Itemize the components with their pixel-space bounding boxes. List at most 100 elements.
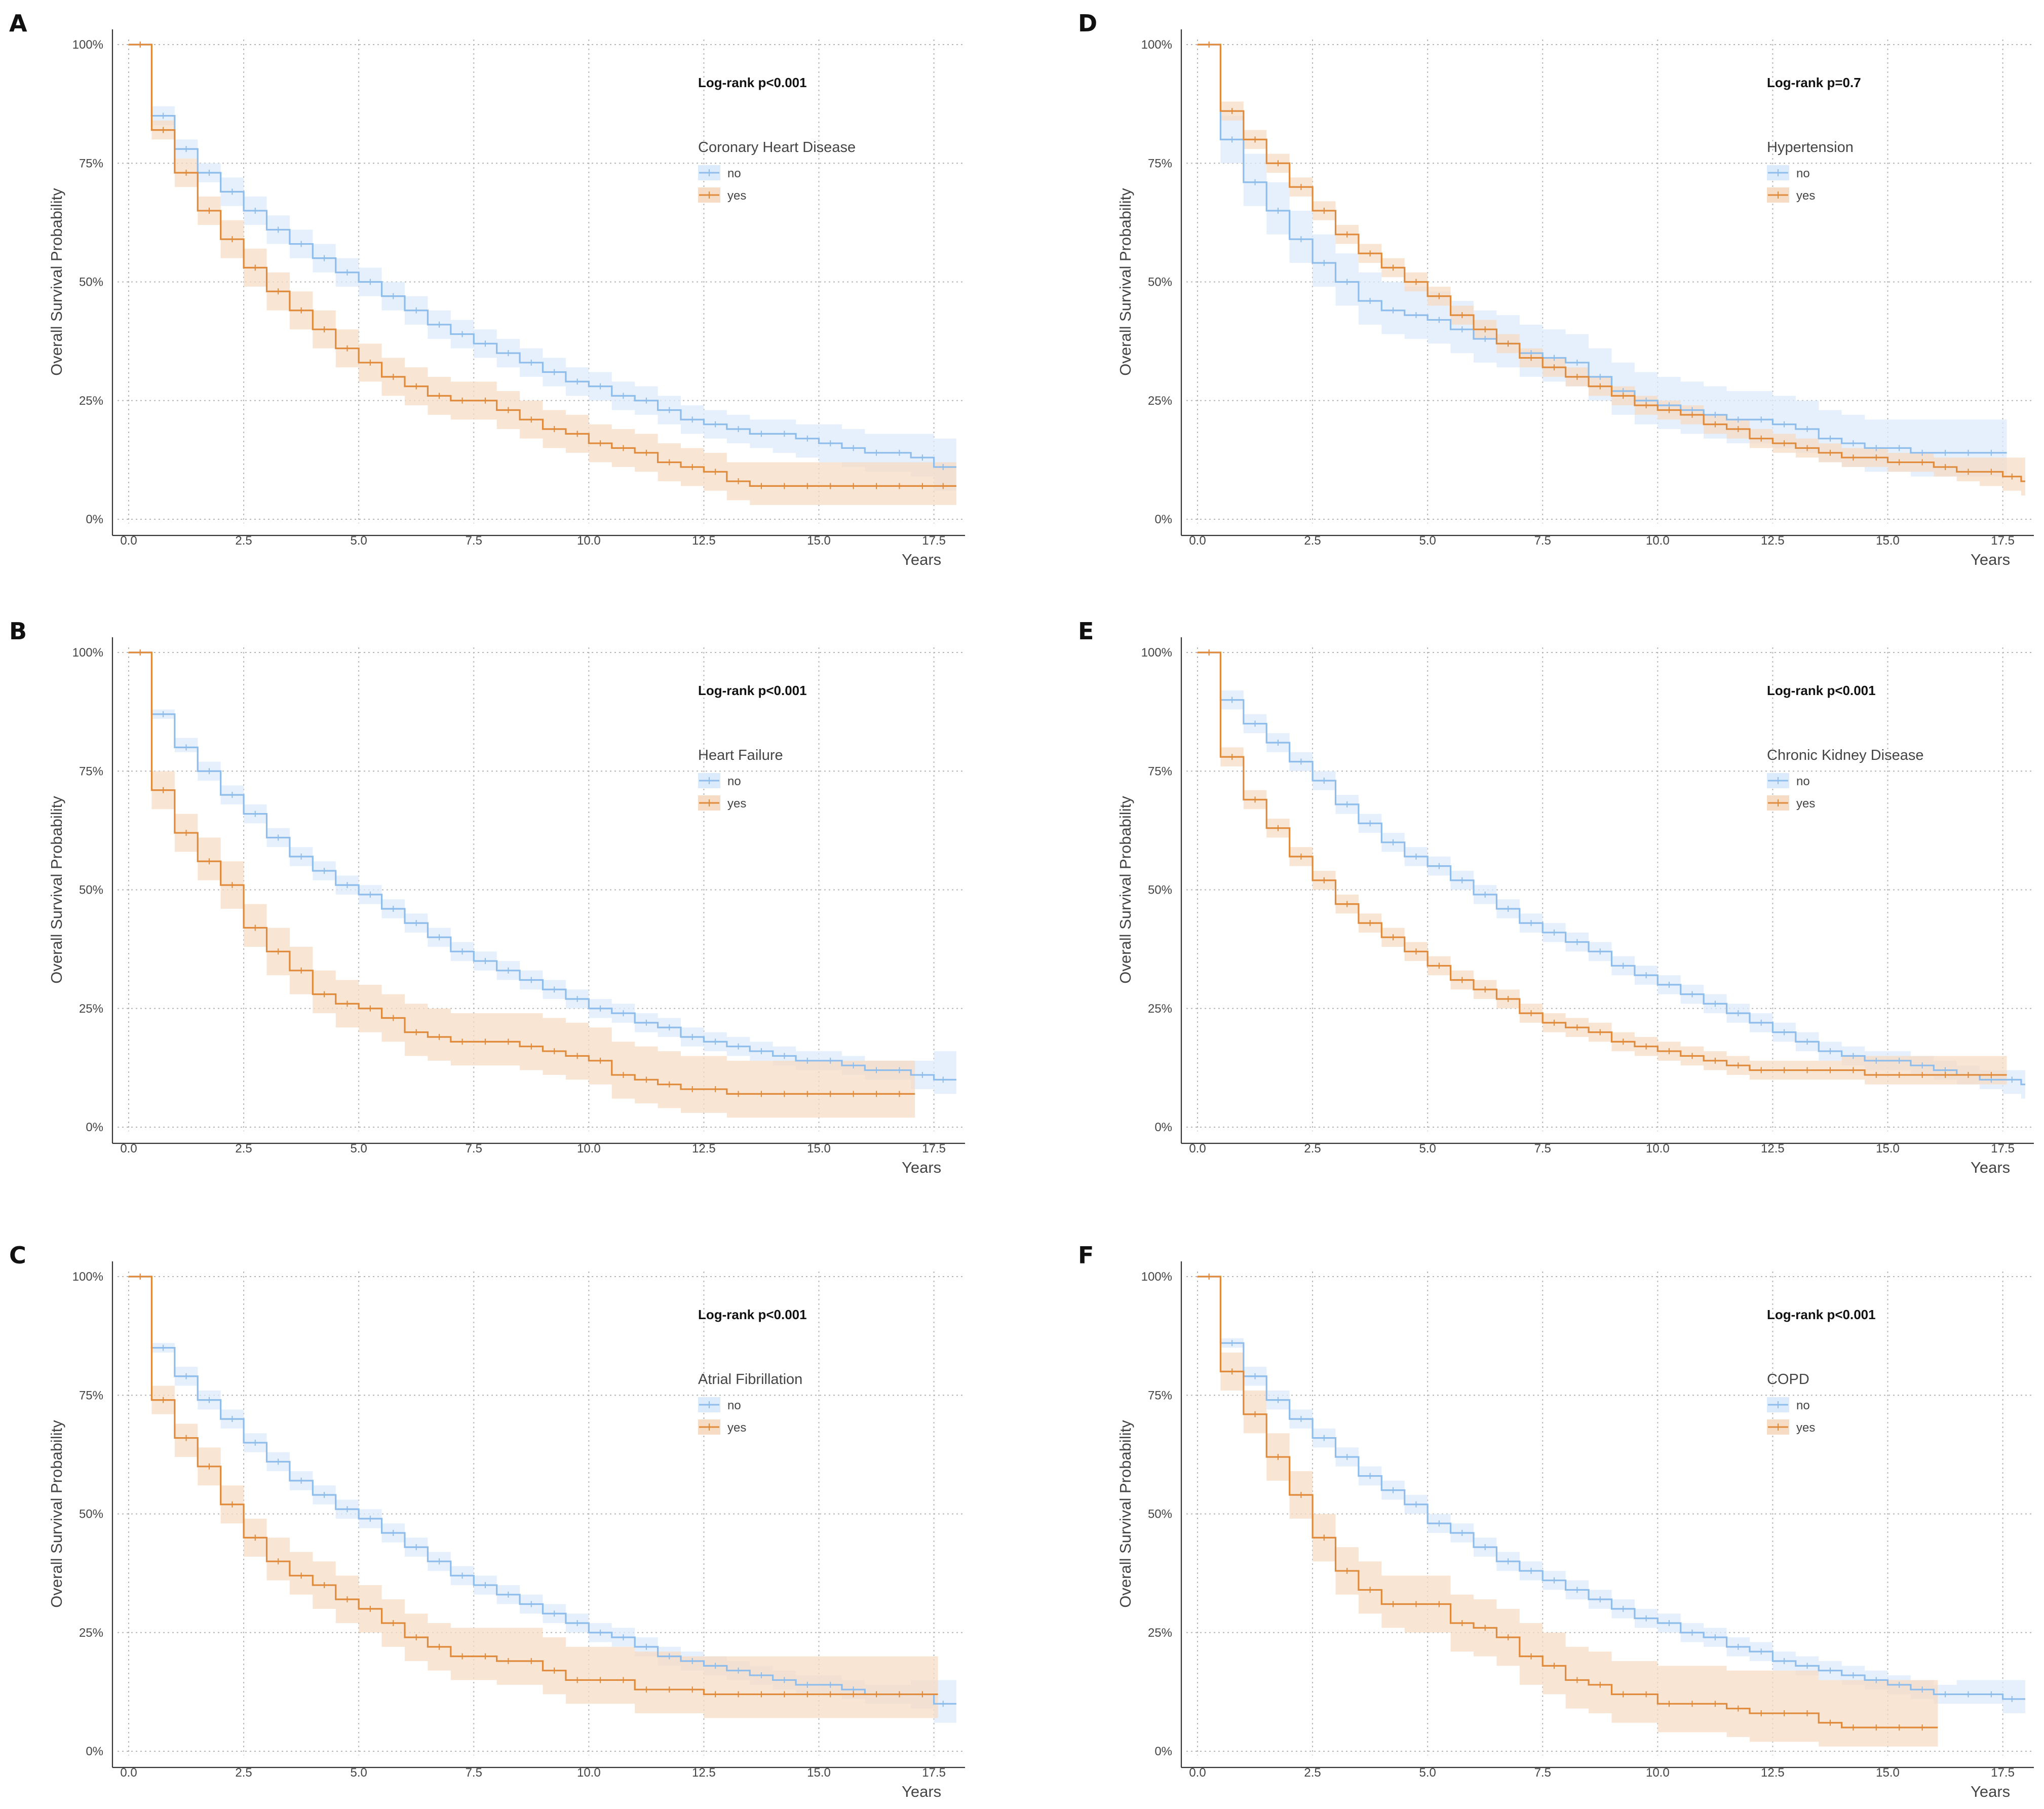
x-tick-label: 7.5 <box>1534 1766 1551 1780</box>
y-tick-label: 0% <box>1154 513 1172 526</box>
legend-title: COPD <box>1767 1371 1809 1388</box>
ci-band-yes <box>129 45 956 505</box>
y-axis-title: Overall Survival Probability <box>48 796 65 984</box>
x-tick-label: 2.5 <box>235 534 252 548</box>
x-tick-label: 17.5 <box>1991 1766 2015 1780</box>
x-tick-label: 2.5 <box>1304 1142 1321 1156</box>
survival-line-yes <box>129 1276 938 1696</box>
x-tick-label: 17.5 <box>1991 534 2015 548</box>
survival-line-no <box>129 44 956 468</box>
y-axis-title: Overall Survival Probability <box>1116 796 1134 984</box>
y-tick-label: 50% <box>1148 1508 1172 1521</box>
legend-label-yes: yes <box>727 1421 746 1435</box>
x-axis-title: Years <box>1971 551 2010 568</box>
panel-e: E 0.0 2.5 5.0 7.5 10.0 12.5 15.0 17.5 0% 25% 50% 75%… <box>1078 618 2034 1176</box>
y-tick-label: 50% <box>79 1508 103 1521</box>
y-axis-title: Overall Survival Probability <box>1116 1420 1134 1608</box>
y-tick-label: 75% <box>1148 764 1172 778</box>
x-tick-label: 5.0 <box>1419 1142 1436 1156</box>
legend-label-no: no <box>727 1399 741 1412</box>
x-tick-label: 17.5 <box>1991 1142 2015 1156</box>
x-tick-label: 17.5 <box>922 1766 946 1780</box>
ci-band-no <box>129 45 956 491</box>
x-tick-label: 15.0 <box>1876 534 1900 548</box>
legend-label-yes: yes <box>1796 189 1815 203</box>
x-tick-label: 0.0 <box>1189 1766 1206 1780</box>
ci-band-yes <box>1198 1277 1938 1747</box>
x-tick-label: 17.5 <box>922 1142 946 1156</box>
panel-f: F 0.0 2.5 5.0 7.5 10.0 12.5 15.0 17.5 0% 25% 50% 75%… <box>1078 1242 2034 1800</box>
x-tick-label: 12.5 <box>1761 1142 1785 1156</box>
panel-c: C 0.0 2.5 5.0 7.5 10.0 12.5 15.0 17.5 0% 25% 50% 75%… <box>9 1242 965 1800</box>
legend-title: Heart Failure <box>698 747 783 763</box>
ci-band-yes <box>129 1277 938 1718</box>
x-tick-label: 10.0 <box>577 1142 601 1156</box>
y-tick-label: 75% <box>79 764 103 778</box>
y-tick-label: 0% <box>86 513 103 526</box>
x-tick-label: 2.5 <box>1304 534 1321 548</box>
x-tick-label: 5.0 <box>350 1766 367 1780</box>
x-axis-title: Years <box>902 1159 941 1176</box>
x-tick-label: 15.0 <box>807 1142 831 1156</box>
legend-title: Atrial Fibrillation <box>698 1371 802 1388</box>
legend-label-yes: yes <box>727 189 746 203</box>
x-tick-label: 10.0 <box>1646 1766 1670 1780</box>
panel-letter: B <box>9 618 27 645</box>
x-tick-label: 12.5 <box>692 1766 716 1780</box>
legend-label-no: no <box>727 775 741 788</box>
x-tick-label: 15.0 <box>807 1766 831 1780</box>
y-tick-label: 100% <box>72 1270 103 1284</box>
y-axis-title: Overall Survival Probability <box>1116 188 1134 376</box>
x-tick-label: 0.0 <box>1189 534 1206 548</box>
ci-band-yes <box>129 652 915 1118</box>
x-tick-label: 2.5 <box>235 1766 252 1780</box>
legend-label-no: no <box>727 167 741 180</box>
x-tick-label: 12.5 <box>1761 1766 1785 1780</box>
legend-label-no: no <box>1796 167 1810 180</box>
y-tick-label: 75% <box>1148 1389 1172 1402</box>
log-rank-annotation: Log-rank p=0.7 <box>1767 75 1861 90</box>
y-tick-label: 50% <box>79 883 103 897</box>
log-rank-annotation: Log-rank p<0.001 <box>1767 1307 1876 1322</box>
y-tick-label: 75% <box>79 1389 103 1402</box>
y-tick-label: 25% <box>1148 1626 1172 1640</box>
x-tick-label: 10.0 <box>1646 1142 1670 1156</box>
x-tick-label: 15.0 <box>1876 1142 1900 1156</box>
x-tick-label: 5.0 <box>1419 534 1436 548</box>
y-tick-label: 100% <box>72 38 103 52</box>
x-tick-label: 0.0 <box>120 1142 137 1156</box>
x-axis-title: Years <box>1971 1159 2010 1176</box>
x-tick-label: 7.5 <box>466 534 482 548</box>
x-tick-label: 15.0 <box>1876 1766 1900 1780</box>
x-tick-label: 2.5 <box>1304 1766 1321 1780</box>
x-tick-label: 17.5 <box>922 534 946 548</box>
x-tick-label: 12.5 <box>692 1142 716 1156</box>
y-axis-title: Overall Survival Probability <box>48 1420 65 1608</box>
panel-letter: C <box>9 1242 26 1269</box>
x-axis-title: Years <box>1971 1783 2010 1800</box>
x-tick-label: 0.0 <box>1189 1142 1206 1156</box>
y-tick-label: 25% <box>79 1626 103 1640</box>
legend-label-yes: yes <box>1796 1421 1815 1435</box>
legend-title: Hypertension <box>1767 139 1854 156</box>
legend-title: Chronic Kidney Disease <box>1767 747 1923 763</box>
y-tick-label: 25% <box>1148 394 1172 408</box>
y-tick-label: 25% <box>1148 1002 1172 1016</box>
x-axis-title: Years <box>902 1783 941 1800</box>
x-tick-label: 12.5 <box>1761 534 1785 548</box>
y-tick-label: 100% <box>1141 646 1172 660</box>
log-rank-annotation: Log-rank p<0.001 <box>698 75 807 90</box>
x-tick-label: 7.5 <box>1534 534 1551 548</box>
y-tick-label: 100% <box>1141 1270 1172 1284</box>
legend-label-yes: yes <box>727 797 746 811</box>
log-rank-annotation: Log-rank p<0.001 <box>698 1307 807 1322</box>
legend-label-no: no <box>1796 775 1810 788</box>
survival-line-yes <box>1198 44 2025 482</box>
x-tick-label: 2.5 <box>235 1142 252 1156</box>
legend-label-no: no <box>1796 1399 1810 1412</box>
x-tick-label: 12.5 <box>692 534 716 548</box>
survival-line-no <box>129 651 956 1081</box>
x-tick-label: 5.0 <box>350 534 367 548</box>
x-tick-label: 10.0 <box>577 1766 601 1780</box>
